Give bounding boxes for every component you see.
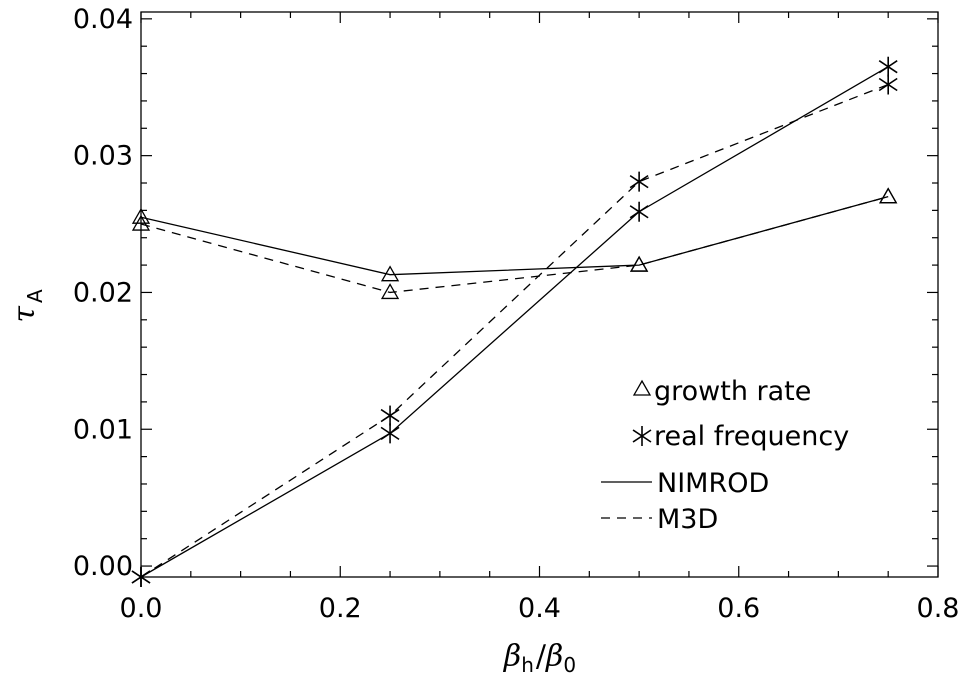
x-axis-label-subscript-1: h [521,653,534,677]
legend-label-growth-rate: growth rate [654,376,811,407]
legend-label-m3d: M3D [657,504,718,535]
asterisk-stroke [629,174,649,189]
legend-entry-real-frequency: real frequency [632,421,849,452]
y-axis-label-subscript: A [23,289,47,303]
data-point-triangle [131,214,151,231]
series-nimrod-real-frequency [131,56,898,587]
data-point-asterisk [878,56,898,77]
x-tick-label: 0.6 [717,593,760,624]
data-point-asterisk [131,567,151,587]
data-point-triangle [380,265,400,282]
series-m3d-growth-rate [131,187,898,300]
series-line [140,196,889,276]
legend-entry-nimrod: NIMROD [601,468,769,499]
data-point-asterisk [380,405,400,426]
legend-label-real-frequency: real frequency [654,421,849,452]
data-point-triangle [131,207,151,224]
y-axis-label: τA [7,289,47,323]
legend-entry-m3d: M3D [601,504,718,535]
data-point-triangle [630,255,649,272]
series-line [140,83,889,578]
x-tick-label: 0.4 [518,593,561,624]
tick-labels: 0.0 0.2 0.4 0.6 0.8 0.00 0.01 0.02 0.03 0.04 [73,4,960,624]
legend: growth rate real frequency NIMROD M3D [601,376,849,535]
x-axis-label-subscript-2: 0 [563,653,576,677]
data-point-triangle [879,187,898,204]
series-line [140,196,889,294]
legend-entry-growth-rate: growth rate [632,376,811,407]
x-tick-label: 0.8 [917,593,960,624]
y-tick-label: 0.02 [73,277,133,308]
asterisk-stroke [629,205,649,219]
x-axis-label: βh/β0 [503,639,576,677]
y-tick-label: 0.01 [73,414,133,445]
asterisk-stroke [380,408,400,423]
y-tick-label: 0.03 [73,141,133,172]
data-point-triangle [879,187,898,204]
y-tick-label: 0.00 [73,551,133,582]
ticks [140,12,939,577]
series-line [140,66,889,578]
legend-label-nimrod: NIMROD [657,468,769,499]
series-nimrod-growth-rate [131,187,898,282]
asterisk-stroke [131,570,151,584]
plot-frame [140,11,939,578]
data-point-asterisk [629,171,649,192]
series-layer [131,56,898,587]
data-point-asterisk [878,74,898,95]
legend-asterisk-marker [632,426,652,446]
asterisk-stroke [380,426,400,441]
data-point-asterisk [629,201,649,222]
series-m3d-real-frequency [131,74,898,587]
data-point-asterisk [380,423,400,444]
x-tick-label: 0.2 [319,593,362,624]
asterisk-stroke [878,77,898,92]
x-tick-label: 0.0 [120,593,163,624]
asterisk-stroke [878,60,898,74]
data-point-triangle [380,283,400,300]
legend-triangle-marker [632,379,652,396]
y-tick-label: 0.04 [73,4,133,35]
